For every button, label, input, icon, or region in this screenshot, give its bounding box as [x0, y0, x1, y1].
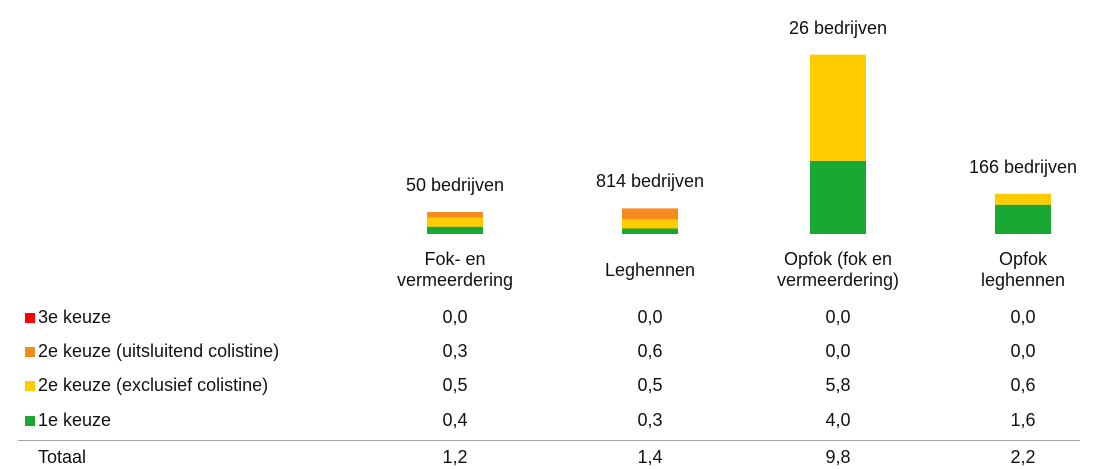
legend-swatch	[25, 381, 35, 391]
total-value: 1,2	[442, 447, 468, 467]
table-value: 0,0	[1010, 341, 1036, 361]
legend-swatch	[25, 416, 35, 426]
bar-segment	[622, 228, 678, 234]
table-value: 0,5	[442, 375, 468, 395]
legend-label: 1e keuze	[38, 410, 112, 430]
legend-label: 2e keuze (exclusief colistine)	[38, 375, 269, 395]
table-value: 0,3	[637, 410, 663, 430]
category-label: Leghennen	[604, 259, 696, 280]
bar-segment	[427, 226, 483, 234]
bar-label: 814 bedrijven	[595, 171, 705, 192]
table-value: 0,0	[1010, 307, 1036, 327]
table-value: 0,6	[1010, 375, 1036, 395]
bar-segment	[810, 160, 866, 234]
bar-label: 26 bedrijven	[788, 17, 888, 38]
legend-swatch	[25, 313, 35, 323]
table-value: 0,0	[442, 307, 468, 327]
bar-segment	[995, 193, 1051, 205]
table-value: 0,4	[442, 410, 468, 430]
bar-segment	[622, 208, 678, 220]
bar-segment	[622, 219, 678, 229]
bar-label: 50 bedrijven	[405, 175, 505, 196]
total-value: 2,2	[1010, 447, 1036, 467]
table-value: 0,5	[637, 375, 663, 395]
total-label: Totaal	[38, 447, 87, 467]
bar-segment	[810, 54, 866, 161]
legend-label: 3e keuze	[38, 307, 112, 327]
table-value: 0,6	[637, 341, 663, 361]
table-value: 5,8	[825, 375, 851, 395]
table-value: 1,6	[1010, 410, 1036, 430]
category-label: Fok- en vermeerdering	[396, 249, 514, 290]
table-value: 4,0	[825, 410, 851, 430]
bar-segment	[427, 212, 483, 218]
total-value: 1,4	[637, 447, 663, 467]
bar-segment	[427, 217, 483, 227]
table-value: 0,0	[825, 341, 851, 361]
table-value: 0,0	[825, 307, 851, 327]
table-value: 0,3	[442, 341, 468, 361]
legend-label: 2e keuze (uitsluitend colistine)	[38, 341, 280, 361]
table-rule	[18, 440, 1080, 441]
category-label: Opfok (fok en vermeerdering)	[776, 249, 900, 290]
table-value: 0,0	[637, 307, 663, 327]
bar-label: 166 bedrijven	[968, 156, 1078, 177]
total-value: 9,8	[825, 447, 851, 467]
bar-segment	[995, 204, 1051, 234]
legend-swatch	[25, 347, 35, 357]
category-label: Opfok leghennen	[980, 249, 1066, 290]
